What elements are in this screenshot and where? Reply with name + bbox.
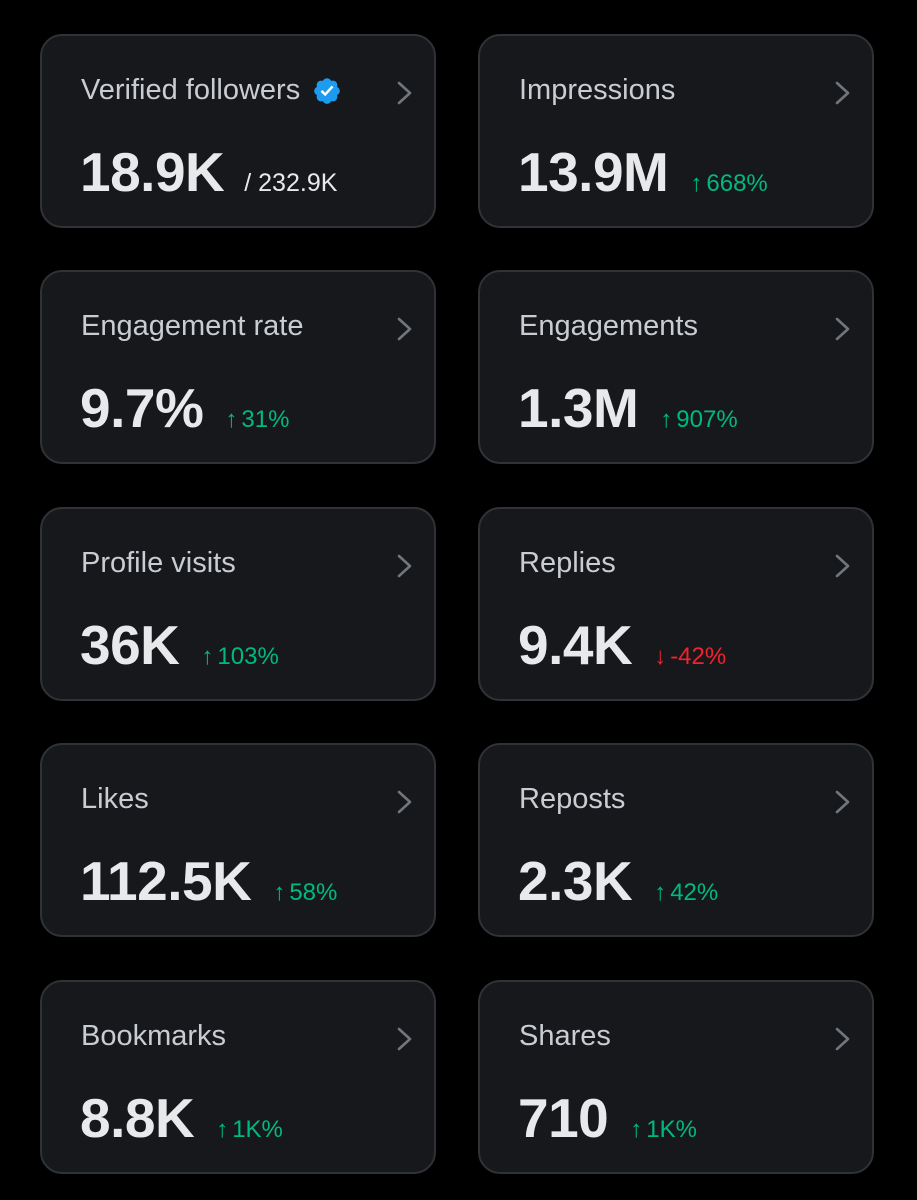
metric-value: 8.8K	[80, 1087, 195, 1149]
card-likes[interactable]: Likes 112.5K ↑ 58%	[40, 743, 436, 937]
arrow-up-icon: ↑	[654, 879, 667, 906]
metric-value: 710	[518, 1087, 609, 1149]
card-title: Replies	[519, 547, 616, 579]
arrow-up-icon: ↑	[201, 643, 214, 670]
card-shares[interactable]: Shares 710 ↑ 1K%	[478, 980, 874, 1174]
chevron-right-icon[interactable]	[396, 1026, 414, 1052]
metric-change: ↑ 668%	[690, 170, 767, 198]
card-title: Engagements	[519, 310, 698, 342]
metric-value: 9.7%	[80, 377, 204, 439]
arrow-up-icon: ↑	[630, 1116, 643, 1143]
change-percent: -42%	[670, 643, 727, 670]
card-title: Shares	[519, 1020, 611, 1052]
card-title: Bookmarks	[81, 1020, 227, 1052]
card-title: Engagement rate	[81, 310, 304, 342]
change-percent: 668%	[706, 170, 768, 197]
change-percent: 103%	[217, 643, 279, 670]
card-title: Verified followers	[81, 74, 301, 106]
metric-value: 1.3M	[518, 377, 639, 439]
card-reposts[interactable]: Reposts 2.3K ↑ 42%	[478, 743, 874, 937]
change-percent: 1K%	[232, 1116, 283, 1143]
metric-change: ↑ 42%	[654, 879, 718, 907]
metric-value: 36K	[80, 614, 180, 676]
chevron-right-icon[interactable]	[834, 553, 852, 579]
card-verified-followers[interactable]: Verified followers 18.9K / 232.9K	[40, 34, 436, 228]
metric-value: 18.9K	[80, 141, 225, 203]
metric-change: ↑ 1K%	[216, 1116, 283, 1144]
arrow-down-icon: ↓	[654, 643, 667, 670]
arrow-up-icon: ↑	[216, 1116, 229, 1143]
verified-badge-icon	[314, 77, 341, 104]
change-percent: 1K%	[646, 1116, 697, 1143]
card-bookmarks[interactable]: Bookmarks 8.8K ↑ 1K%	[40, 980, 436, 1174]
metric-change: ↑ 907%	[660, 406, 737, 434]
card-title: Reposts	[519, 783, 626, 815]
card-title: Impressions	[519, 74, 676, 106]
chevron-right-icon[interactable]	[396, 80, 414, 106]
metric-total: / 232.9K	[244, 169, 338, 197]
arrow-up-icon: ↑	[273, 879, 286, 906]
chevron-right-icon[interactable]	[396, 789, 414, 815]
card-profile-visits[interactable]: Profile visits 36K ↑ 103%	[40, 507, 436, 701]
metric-change: ↑ 31%	[225, 406, 289, 434]
metric-value: 2.3K	[518, 850, 633, 912]
card-impressions[interactable]: Impressions 13.9M ↑ 668%	[478, 34, 874, 228]
arrow-up-icon: ↑	[690, 170, 703, 197]
metric-value: 13.9M	[518, 141, 669, 203]
chevron-right-icon[interactable]	[396, 316, 414, 342]
change-percent: 42%	[670, 879, 719, 906]
chevron-right-icon[interactable]	[396, 553, 414, 579]
change-percent: 907%	[676, 406, 738, 433]
change-percent: 58%	[289, 879, 338, 906]
card-title: Likes	[81, 783, 149, 815]
change-percent: 31%	[241, 406, 290, 433]
arrow-up-icon: ↑	[225, 406, 238, 433]
chevron-right-icon[interactable]	[834, 1026, 852, 1052]
card-engagement-rate[interactable]: Engagement rate 9.7% ↑ 31%	[40, 270, 436, 464]
card-replies[interactable]: Replies 9.4K ↓ -42%	[478, 507, 874, 701]
metric-change: ↑ 103%	[201, 643, 278, 671]
chevron-right-icon[interactable]	[834, 789, 852, 815]
card-title: Profile visits	[81, 547, 236, 579]
card-engagements[interactable]: Engagements 1.3M ↑ 907%	[478, 270, 874, 464]
metric-change: ↑ 58%	[273, 879, 337, 907]
arrow-up-icon: ↑	[660, 406, 673, 433]
metric-change: ↓ -42%	[654, 643, 726, 671]
metric-change: ↑ 1K%	[630, 1116, 697, 1144]
chevron-right-icon[interactable]	[834, 80, 852, 106]
chevron-right-icon[interactable]	[834, 316, 852, 342]
metric-value: 112.5K	[80, 850, 252, 912]
metric-value: 9.4K	[518, 614, 633, 676]
